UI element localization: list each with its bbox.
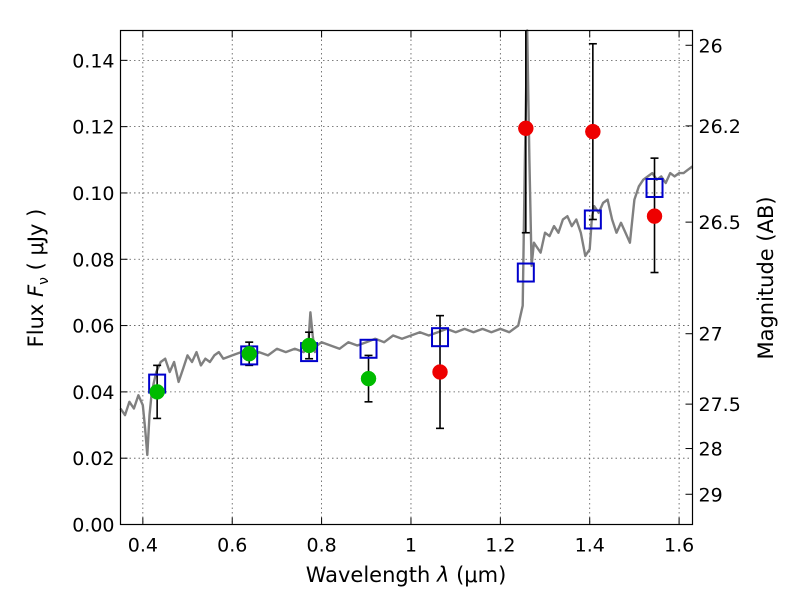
model-photometry-layer: [148, 177, 664, 394]
right-tick-label: 26: [699, 35, 723, 57]
right-tick-label: 29: [699, 484, 723, 506]
right-tick-label: 26.2: [699, 116, 741, 138]
observed-flux-point: [241, 346, 257, 362]
model-sed-line: [119, 29, 694, 457]
plot-frame: [119, 29, 694, 526]
y-tick-label: 0.12: [72, 117, 114, 139]
model-sed-layer: [119, 29, 694, 457]
observed-flux-point: [301, 337, 317, 354]
x-tick-label: 1: [405, 535, 417, 557]
observed-flux-point: [518, 120, 534, 137]
y-tick-label: 0.00: [72, 515, 114, 537]
model-photometry-square: [583, 209, 602, 230]
ticks: 0.4 0.6 0.8 1 1.2 1.4 1.6 0.00 0.02 0.04 0.06 0.08 0…: [72, 30, 741, 557]
x-tick-label: 0.6: [217, 535, 247, 557]
y-tick-label: 0.06: [72, 316, 114, 338]
observed-photometry-layer: [149, 120, 663, 400]
model-photometry-square: [359, 338, 378, 359]
x-tick-label: 0.4: [128, 535, 158, 557]
x-tick-label: 1.6: [664, 535, 694, 557]
x-tick-label: 1.2: [485, 535, 515, 557]
model-photometry-square: [431, 327, 450, 348]
right-tick-label: 27.5: [699, 394, 741, 416]
y-tick-label: 0.08: [72, 249, 114, 271]
x-axis-title: Wavelength λ (μm): [306, 563, 507, 587]
right-tick-label: 27: [699, 324, 723, 346]
y-axis-title: Flux Fν ( μJy ): [24, 209, 52, 348]
observed-flux-point: [360, 370, 377, 387]
y-tick-label: 0.02: [72, 448, 114, 470]
y-tick-label: 0.14: [72, 50, 114, 72]
x-tick-label: 0.8: [306, 535, 336, 557]
y-tick-label: 0.10: [72, 183, 114, 205]
right-tick-label: 26.5: [699, 212, 741, 234]
grid: [120, 30, 693, 525]
y-tick-label: 0.04: [72, 382, 114, 404]
x-tick-label: 1.4: [575, 535, 605, 557]
observed-flux-point: [646, 208, 663, 224]
model-photometry-square: [516, 262, 535, 283]
observed-flux-point: [585, 123, 601, 140]
observed-flux-point: [149, 384, 165, 400]
y-axis-right-title: Magnitude (AB): [754, 196, 778, 359]
model-photometry-square: [645, 177, 664, 198]
right-tick-label: 28: [699, 439, 723, 461]
observed-flux-point: [432, 364, 448, 380]
